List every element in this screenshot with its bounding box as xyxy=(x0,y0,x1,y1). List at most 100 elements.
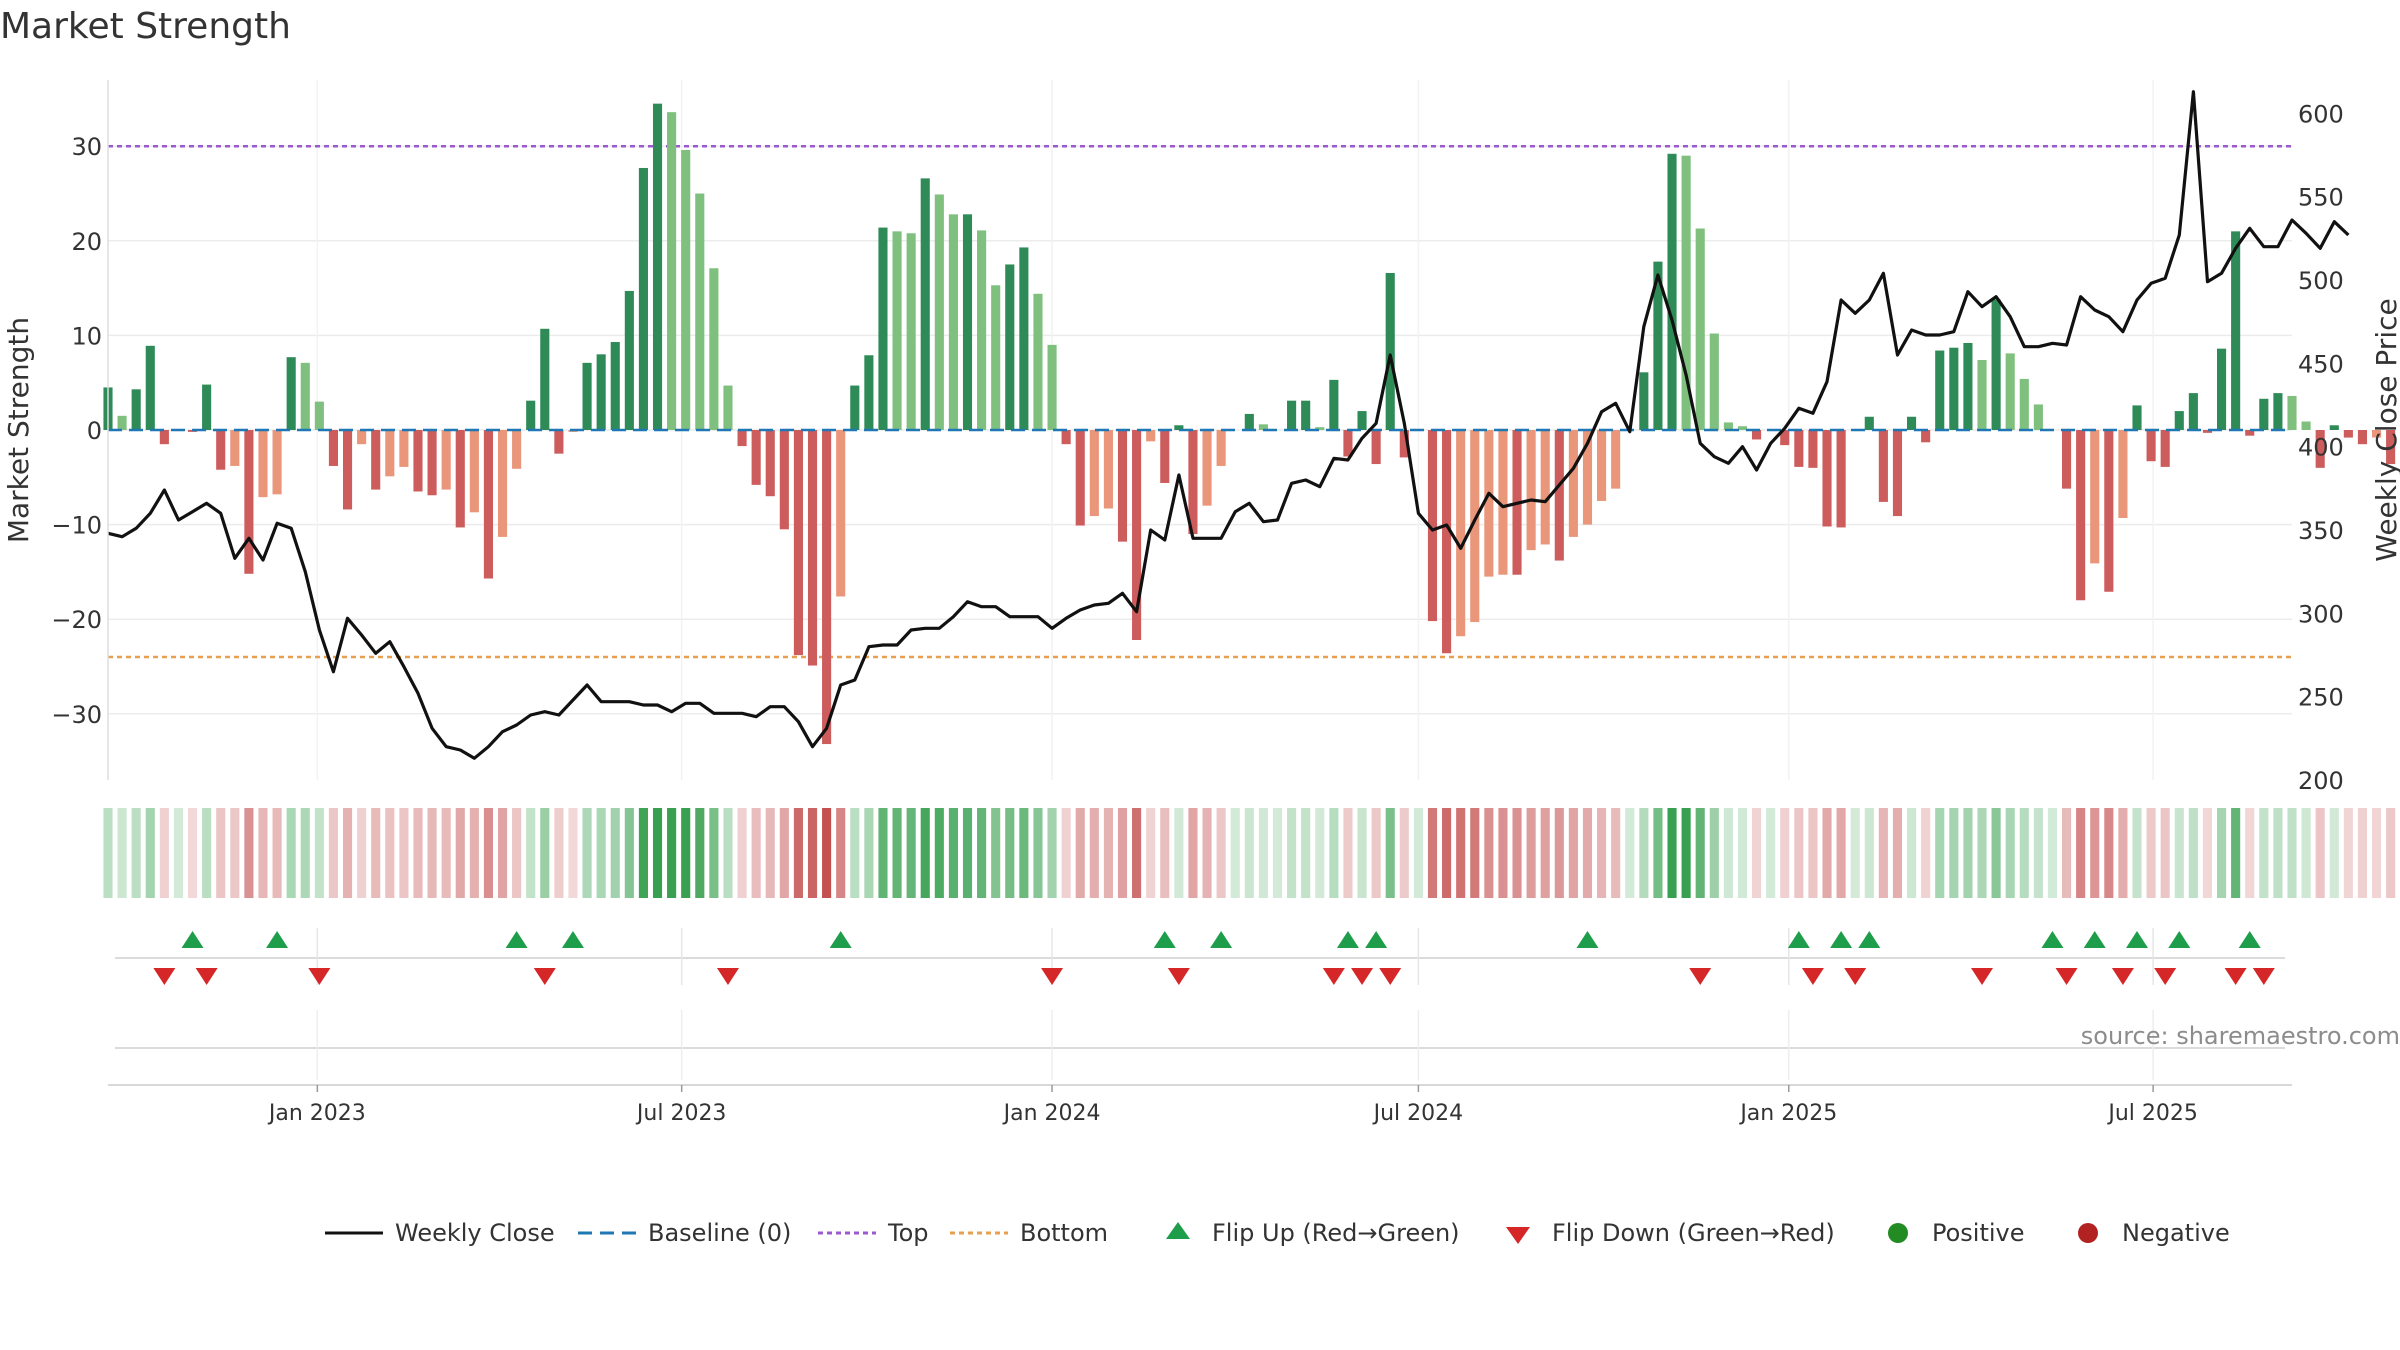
strength-bar xyxy=(1498,430,1508,575)
strength-bar xyxy=(1371,430,1381,465)
strength-bar xyxy=(2273,393,2283,430)
heat-cell xyxy=(807,808,818,898)
y-right-tick-label: 450 xyxy=(2298,350,2344,378)
heat-cell xyxy=(103,808,113,898)
y-right-tick-label: 250 xyxy=(2298,684,2344,712)
strength-bar xyxy=(1963,342,1973,430)
heat-cell xyxy=(512,808,522,898)
heat-cell xyxy=(1174,808,1184,898)
strength-bar xyxy=(1075,430,1085,526)
strength-bar xyxy=(2371,430,2382,438)
strength-bar xyxy=(2259,398,2269,430)
strength-bar xyxy=(328,430,339,466)
strength-bar xyxy=(1935,350,1945,430)
heat-cell xyxy=(371,808,381,898)
strength-bar xyxy=(2343,430,2353,438)
heat-cell xyxy=(2005,808,2015,898)
heat-cell xyxy=(455,808,465,898)
strength-bar xyxy=(1597,430,1607,501)
heat-cell xyxy=(1864,808,1874,898)
heat-cell xyxy=(624,808,634,898)
flip-down-marker xyxy=(1801,968,1824,985)
flip-up-marker xyxy=(561,931,584,948)
strength-bar xyxy=(1991,299,2001,430)
heat-cell xyxy=(1470,808,1480,898)
strength-bar xyxy=(962,214,973,430)
heat-cell xyxy=(1132,808,1142,898)
strength-bar xyxy=(836,430,846,597)
flip-markers xyxy=(115,928,2285,1080)
heat-cell xyxy=(1526,808,1536,898)
strength-bar xyxy=(1301,400,1311,430)
strength-bar xyxy=(1526,430,1536,551)
strength-bar xyxy=(286,357,296,430)
y-left-tick-label: −20 xyxy=(51,606,102,634)
flip-down-marker xyxy=(1167,968,1190,985)
strength-bar xyxy=(202,384,212,430)
strength-bar xyxy=(385,430,395,477)
heat-cell xyxy=(1808,808,1818,898)
heat-cell xyxy=(2329,808,2339,898)
legend-swatch-positive xyxy=(1888,1223,1908,1243)
heat-cell xyxy=(1780,808,1790,898)
strength-bar xyxy=(610,342,620,430)
heat-cell xyxy=(1582,808,1593,898)
strength-bar xyxy=(1343,430,1353,457)
heat-cell xyxy=(244,808,254,898)
strength-bar xyxy=(2104,430,2114,592)
flip-up-marker xyxy=(1787,931,1810,948)
heat-cell xyxy=(568,808,578,898)
strength-bar xyxy=(371,430,381,490)
heat-cell xyxy=(2188,808,2198,898)
strength-bar xyxy=(2386,430,2396,465)
strength-bar xyxy=(1568,430,1578,537)
strength-bar xyxy=(413,430,423,492)
strength-bar xyxy=(1484,430,1494,577)
strength-bar xyxy=(469,430,479,513)
y-right-tick-label: 400 xyxy=(2298,434,2344,462)
heat-cell xyxy=(1061,808,1071,898)
x-tick-label: Jul 2025 xyxy=(2106,1101,2198,1126)
heat-cell xyxy=(483,808,493,898)
heat-cell xyxy=(1146,808,1156,898)
heat-cell xyxy=(2216,808,2227,898)
x-axis: Jan 2023 Jul 2023 Jan 2024 Jul 2024 Jan 2025… xyxy=(108,1084,2292,1126)
heat-cell xyxy=(1484,808,1494,898)
heat-cell xyxy=(2160,808,2170,898)
heat-cell xyxy=(300,808,310,898)
strength-bar xyxy=(1103,430,1113,509)
legend-label-bottom: Bottom xyxy=(1020,1219,1108,1247)
heat-cell xyxy=(652,808,663,898)
heat-cell xyxy=(1653,808,1663,898)
heat-cell xyxy=(1752,808,1762,898)
heat-cell xyxy=(2259,808,2269,898)
y-right-tick-label: 600 xyxy=(2298,100,2344,128)
heat-cell xyxy=(1822,808,1832,898)
heat-cell xyxy=(357,808,367,898)
heat-cell xyxy=(737,808,747,898)
flip-down-marker xyxy=(2252,968,2275,985)
heat-cell xyxy=(1301,808,1311,898)
heat-cell xyxy=(2061,808,2072,898)
strength-bar xyxy=(2146,430,2156,462)
legend-label-top: Top xyxy=(887,1219,929,1247)
source-credit: source: sharemaestro.com xyxy=(2080,1022,2400,1050)
flip-down-marker xyxy=(1689,968,1712,985)
heat-cell xyxy=(2174,808,2184,898)
heat-cell xyxy=(1963,808,1973,898)
flip-down-marker xyxy=(1379,968,1402,985)
heat-cell xyxy=(2104,808,2114,898)
heat-cell xyxy=(1075,808,1085,898)
heat-cell xyxy=(2287,808,2297,898)
x-tick-label: Jan 2024 xyxy=(1002,1101,1101,1126)
flip-down-marker xyxy=(2154,968,2177,985)
strength-bar xyxy=(652,103,663,430)
strength-bar xyxy=(145,345,155,430)
heat-cell xyxy=(1667,808,1677,898)
chart-title: Market Strength xyxy=(0,6,291,47)
strength-bar xyxy=(131,389,141,430)
strength-bar xyxy=(638,167,648,431)
strength-bar xyxy=(1005,264,1015,430)
strength-bar xyxy=(455,430,465,528)
